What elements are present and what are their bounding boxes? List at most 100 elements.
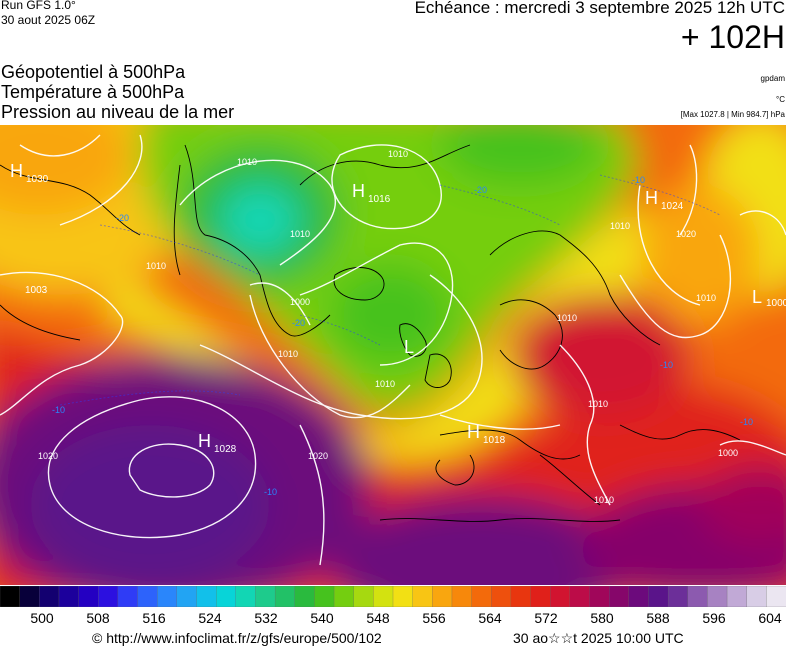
colorbar-tick-label: 604	[758, 610, 782, 626]
colorbar-cell	[314, 586, 335, 607]
run-date: 30 aout 2025 06Z	[1, 13, 96, 27]
colorbar-tick-label: 532	[254, 610, 278, 626]
colorbar-cell	[58, 586, 80, 607]
colorbar-tick-label: 596	[702, 610, 726, 626]
colorbar-tick-label: 588	[646, 610, 670, 626]
generated-timestamp: 30 ao☆☆t 2025 10:00 UTC	[513, 630, 684, 646]
colorbar-cell	[98, 586, 119, 607]
colorbar-tick-label: 564	[478, 610, 502, 626]
colorbar-tick-label: 556	[422, 610, 446, 626]
isobar-label: 1000	[718, 448, 738, 458]
colorbar-tick-label: 580	[590, 610, 614, 626]
colorbar-tick-label: 540	[310, 610, 334, 626]
colorbar-cell	[687, 586, 709, 607]
colorbar-cell	[117, 586, 139, 607]
colorbar-cell	[255, 586, 276, 607]
isobar-label: 1020	[676, 229, 696, 239]
temperature-label: -20	[474, 185, 487, 195]
colorbar-cell	[176, 586, 198, 607]
colorbar-cell	[157, 586, 178, 607]
temperature-labels: -20 -20 -20 -10 -10 -10 -10 -10	[52, 175, 753, 497]
colorbar-tick-label: 508	[86, 610, 110, 626]
high-center-label: H	[467, 422, 480, 442]
colorbar-tick-label: 516	[142, 610, 166, 626]
colorbar-cell	[766, 586, 786, 607]
lead-time: + 102H	[680, 19, 785, 55]
echeance-text: Echéance : mercredi 3 septembre 2025 12h…	[414, 0, 785, 17]
title-pressure: Pression au niveau de la mer	[1, 102, 235, 122]
colorbar-cell	[392, 586, 414, 607]
temperature-label: -10	[660, 360, 673, 370]
colorbar-cell	[215, 586, 237, 607]
high-center-label: H	[198, 431, 211, 451]
title-temperature: Température à 500hPa	[1, 82, 185, 102]
colorbar-cell	[628, 586, 650, 607]
colorbar-cell	[39, 586, 60, 607]
run-label: Run GFS 1.0°	[1, 0, 76, 12]
colorbar-cell	[333, 586, 355, 607]
colorbar-cell	[589, 586, 610, 607]
geopotential-field	[0, 125, 786, 585]
colorbar-tick-label: 524	[198, 610, 222, 626]
colorbar-tick-label: 572	[534, 610, 558, 626]
colorbar	[0, 586, 786, 607]
colorbar-cell	[294, 586, 316, 607]
colorbar-cell	[491, 586, 512, 607]
isobar-label: 1010	[375, 379, 395, 389]
colorbar-cell	[746, 586, 768, 607]
temperature-label: -10	[52, 405, 65, 415]
high-center-value: 1018	[483, 435, 506, 446]
isobar-label: 1010	[278, 349, 298, 359]
temperature-label: -20	[292, 318, 305, 328]
colorbar-cell	[550, 586, 571, 607]
colorbar-cell	[137, 586, 158, 607]
temperature-contours	[59, 174, 721, 406]
colorbar-cell	[569, 586, 591, 607]
colorbar-cell	[726, 586, 748, 607]
colorbar-cell	[196, 586, 217, 607]
isobar-label: 1010	[237, 157, 257, 167]
temperature-label: -20	[116, 213, 129, 223]
low-center-label: L	[752, 287, 762, 307]
isobar-label: 1010	[696, 293, 716, 303]
isobar-label: 1010	[146, 261, 166, 271]
isobar-labels: 1010 1010 1010 1010 1000 1010 1010 1020 …	[38, 149, 738, 505]
temperature-label: -10	[740, 417, 753, 427]
high-center-label: H	[10, 161, 23, 181]
low-center-label: L	[404, 337, 414, 357]
colorbar-tick-label: 548	[366, 610, 390, 626]
pressure-centers: H 1030 H 1016 H 1024 1003 L L 1000 H 102…	[10, 161, 786, 455]
colorbar-tick-label: 500	[30, 610, 54, 626]
colorbar-cell	[530, 586, 551, 607]
colorbar-cell	[19, 586, 40, 607]
pressure-range: [Max 1027.8 | Min 984.7] hPa	[680, 110, 785, 119]
colorbar-cell	[707, 586, 728, 607]
isobar-label: 1020	[308, 451, 328, 461]
colorbar-cell	[667, 586, 689, 607]
temperature-label: -10	[264, 487, 277, 497]
isobar-label: 1010	[290, 229, 310, 239]
title-geopotential: Géopotentiel à 500hPa	[1, 62, 186, 82]
isobars	[0, 134, 786, 566]
coastlines	[0, 144, 741, 522]
low-center-value: 1000	[766, 298, 786, 309]
colorbar-cell	[274, 586, 296, 607]
colorbar-cell	[451, 586, 473, 607]
colorbar-cell	[353, 586, 375, 607]
isobar-label: 1010	[588, 399, 608, 409]
colorbar-cell	[432, 586, 453, 607]
colorbar-cell	[510, 586, 532, 607]
colorbar-cell	[373, 586, 394, 607]
colorbar-cell	[648, 586, 669, 607]
source-url: © http://www.infoclimat.fr/z/gfs/europe/…	[92, 630, 382, 646]
high-center-value: 1016	[368, 194, 391, 205]
low-center-value: 1003	[25, 285, 48, 296]
high-center-value: 1024	[661, 201, 684, 212]
isobar-label: 1020	[38, 451, 58, 461]
high-center-value: 1030	[26, 174, 49, 185]
unit-celsius: °C	[776, 95, 785, 104]
colorbar-cell	[0, 586, 21, 607]
isobar-label: 1010	[557, 313, 577, 323]
unit-gpdam: gpdam	[760, 74, 785, 83]
temperature-label: -10	[632, 175, 645, 185]
